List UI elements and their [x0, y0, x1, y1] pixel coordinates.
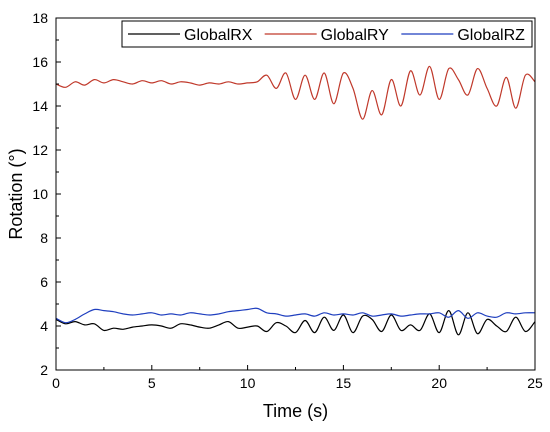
y-tick-label: 2 [40, 362, 48, 378]
y-tick-label: 4 [40, 318, 48, 334]
legend-box [121, 20, 533, 48]
legend: GlobalRX GlobalRY GlobalRZ [121, 20, 533, 48]
y-tick-label: 18 [32, 10, 48, 26]
series-line-globalrx [56, 309, 535, 336]
x-tick-label: 5 [148, 375, 156, 391]
x-axis: 0 5 10 15 20 25 [52, 365, 543, 391]
series-line-globalry [56, 65, 535, 120]
y-axis-title: Rotation (°) [6, 148, 26, 239]
legend-label-globalrz: GlobalRZ [457, 27, 525, 44]
y-tick-label: 14 [32, 98, 48, 114]
x-tick-label: 0 [52, 375, 60, 391]
legend-label-globalrx: GlobalRX [184, 27, 253, 44]
y-tick-label: 8 [40, 230, 48, 246]
series-layer [56, 65, 535, 336]
y-axis: 2 4 6 8 10 12 14 16 18 [32, 10, 61, 378]
y-tick-label: 12 [32, 142, 48, 158]
y-tick-label: 16 [32, 54, 48, 70]
series-line-globalrz [56, 307, 535, 324]
x-tick-label: 25 [527, 375, 543, 391]
plot-area-frame [55, 17, 536, 371]
y-tick-label: 6 [40, 274, 48, 290]
x-axis-title: Time (s) [263, 401, 328, 421]
legend-label-globalry: GlobalRY [321, 27, 390, 44]
x-tick-label: 20 [431, 375, 447, 391]
x-tick-label: 10 [240, 375, 256, 391]
x-tick-label: 15 [336, 375, 352, 391]
y-tick-label: 10 [32, 186, 48, 202]
